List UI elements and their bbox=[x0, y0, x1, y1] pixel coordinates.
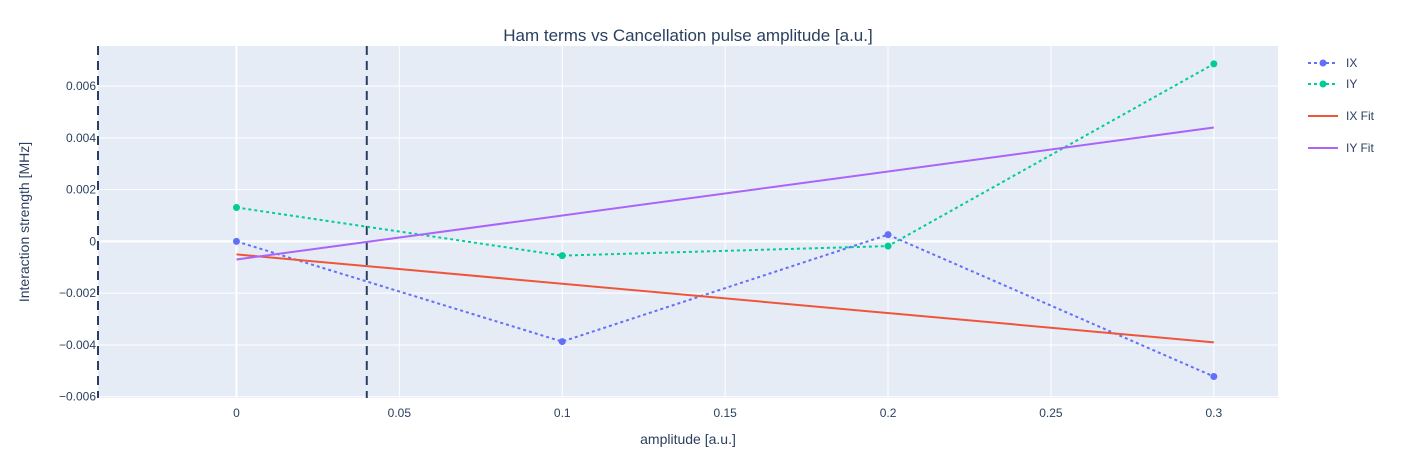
series-line-iy-fit bbox=[236, 126, 1214, 261]
data-point-iy bbox=[1210, 60, 1218, 68]
grid bbox=[98, 46, 1278, 398]
y-axis-title: Interaction strength [MHz] bbox=[16, 142, 32, 302]
data-point-ix bbox=[884, 231, 892, 239]
data-point-ix bbox=[558, 338, 566, 346]
y-tick-label: 0 bbox=[89, 234, 96, 248]
legend-item-ix-fit[interactable]: IX Fit bbox=[1308, 109, 1375, 123]
legend-label-ix-fit: IX Fit bbox=[1346, 109, 1375, 123]
data-point-ix bbox=[232, 237, 240, 245]
plot-background bbox=[98, 46, 1278, 398]
data-point-iy bbox=[558, 252, 566, 260]
y-tick-labels: −0.006 −0.004 −0.002 0 0.002 0.004 0.006 bbox=[59, 79, 96, 404]
series-line-ix-fit bbox=[236, 253, 1214, 344]
y-tick-label: −0.002 bbox=[59, 286, 96, 300]
legend-label-iy-fit: IY Fit bbox=[1346, 141, 1374, 155]
x-tick-label: 0.1 bbox=[554, 406, 571, 420]
data-point-iy bbox=[884, 242, 892, 250]
legend[interactable]: IX IY IX Fit IY Fit bbox=[1308, 56, 1375, 155]
legend-item-ix[interactable]: IX bbox=[1308, 56, 1357, 70]
y-tick-label: −0.004 bbox=[59, 338, 96, 352]
y-tick-label: 0.004 bbox=[66, 131, 96, 145]
x-tick-labels: 0 0.05 0.1 0.15 0.2 0.25 0.3 bbox=[233, 406, 1222, 420]
legend-marker-iy bbox=[1319, 80, 1327, 88]
y-tick-label: 0.006 bbox=[66, 79, 96, 93]
legend-label-ix: IX bbox=[1346, 56, 1357, 70]
x-tick-label: 0.2 bbox=[880, 406, 897, 420]
x-tick-label: 0 bbox=[233, 406, 240, 420]
data-point-iy bbox=[232, 204, 240, 212]
y-tick-label: −0.006 bbox=[59, 390, 96, 404]
x-axis-title: amplitude [a.u.] bbox=[640, 431, 736, 447]
x-tick-label: 0.05 bbox=[388, 406, 412, 420]
legend-label-iy: IY bbox=[1346, 77, 1357, 91]
legend-marker-ix bbox=[1319, 59, 1327, 67]
series-line-iy bbox=[236, 63, 1215, 257]
series-line-ix bbox=[236, 233, 1215, 378]
legend-item-iy[interactable]: IY bbox=[1308, 77, 1357, 91]
legend-item-iy-fit[interactable]: IY Fit bbox=[1308, 141, 1374, 155]
chart-title: Ham terms vs Cancellation pulse amplitud… bbox=[503, 26, 872, 45]
x-tick-label: 0.25 bbox=[1039, 406, 1063, 420]
vertical-lines bbox=[97, 46, 368, 398]
series-layer bbox=[232, 60, 1218, 381]
y-tick-label: 0.002 bbox=[66, 183, 96, 197]
x-tick-label: 0.3 bbox=[1205, 406, 1222, 420]
x-tick-label: 0.15 bbox=[713, 406, 737, 420]
data-point-ix bbox=[1210, 373, 1218, 381]
